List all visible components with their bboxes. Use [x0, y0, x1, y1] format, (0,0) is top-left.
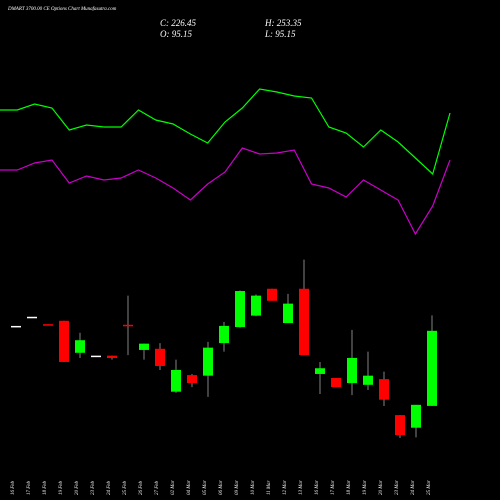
x-tick-label: 19 Mar: [363, 480, 368, 495]
x-tick-label: 24 Feb: [107, 480, 112, 495]
x-tick-label: 26 Feb: [139, 480, 144, 495]
chart-title: DMART 3700.00 CE Options Chart Munafasut…: [7, 7, 117, 12]
x-tick-label: 12 Mar: [283, 480, 288, 495]
candle-body: [219, 325, 229, 344]
candle-body: [315, 368, 325, 374]
x-tick-label: 27 Feb: [155, 480, 160, 495]
x-tick-label: 25 Feb: [123, 480, 128, 495]
close-text: C: 226.45: [160, 18, 197, 28]
x-tick-label: 10 Mar: [251, 480, 256, 495]
candle-body: [123, 324, 133, 327]
x-tick-label: 17 Feb: [27, 480, 32, 495]
candle-body: [363, 375, 373, 385]
candle-body: [411, 404, 421, 428]
candle-body: [267, 288, 277, 301]
candle-body: [283, 303, 293, 324]
candle-body: [139, 343, 149, 350]
candle-body: [107, 355, 117, 358]
x-tick-label: 18 Mar: [347, 480, 352, 495]
x-tick-label: 06 Mar: [219, 480, 224, 495]
candle-body: [11, 325, 21, 328]
candle-body: [59, 320, 69, 362]
x-tick-label: 04 Mar: [187, 480, 192, 495]
indicator-line: [0, 147, 451, 236]
candle-body: [187, 375, 197, 384]
low-text: L: 95.15: [264, 29, 296, 39]
x-tick-label: 05 Mar: [203, 480, 208, 495]
open-text: O: 95.15: [160, 29, 192, 39]
x-tick-label: 25 Mar: [427, 480, 432, 495]
candle-body: [299, 288, 309, 356]
candle-body: [347, 357, 357, 384]
x-tick-label: 18 Feb: [43, 480, 48, 495]
candle-body: [395, 415, 405, 436]
x-tick-label: 09 Mar: [235, 480, 240, 495]
candle-body: [155, 348, 165, 366]
candle-body: [27, 316, 37, 319]
x-tick-label: 02 Mar: [171, 480, 176, 495]
candle-body: [75, 340, 85, 353]
indicator-line: [0, 88, 451, 176]
high-text: H: 253.35: [264, 18, 302, 28]
candle-body: [203, 347, 213, 376]
candle-body: [91, 355, 101, 358]
x-tick-label: 20 Feb: [75, 480, 80, 495]
candle-body: [43, 324, 53, 326]
x-tick-label: 17 Mar: [331, 480, 336, 495]
x-tick-label: 16 Mar: [315, 480, 320, 495]
x-tick-label: 23 Feb: [91, 480, 96, 495]
candle-body: [251, 295, 261, 316]
x-tick-label: 16 Feb: [11, 480, 16, 495]
candle-body: [427, 330, 437, 406]
candle-body: [235, 291, 245, 328]
x-tick-label: 20 Mar: [379, 480, 384, 495]
x-tick-label: 19 Feb: [59, 480, 64, 495]
candle-body: [379, 379, 389, 400]
x-tick-label: 11 Mar: [267, 480, 272, 495]
candle-body: [331, 377, 341, 388]
x-tick-label: 23 Mar: [395, 480, 400, 495]
x-tick-label: 24 Mar: [411, 480, 416, 495]
candle-body: [171, 369, 181, 392]
x-tick-label: 13 Mar: [299, 480, 304, 495]
